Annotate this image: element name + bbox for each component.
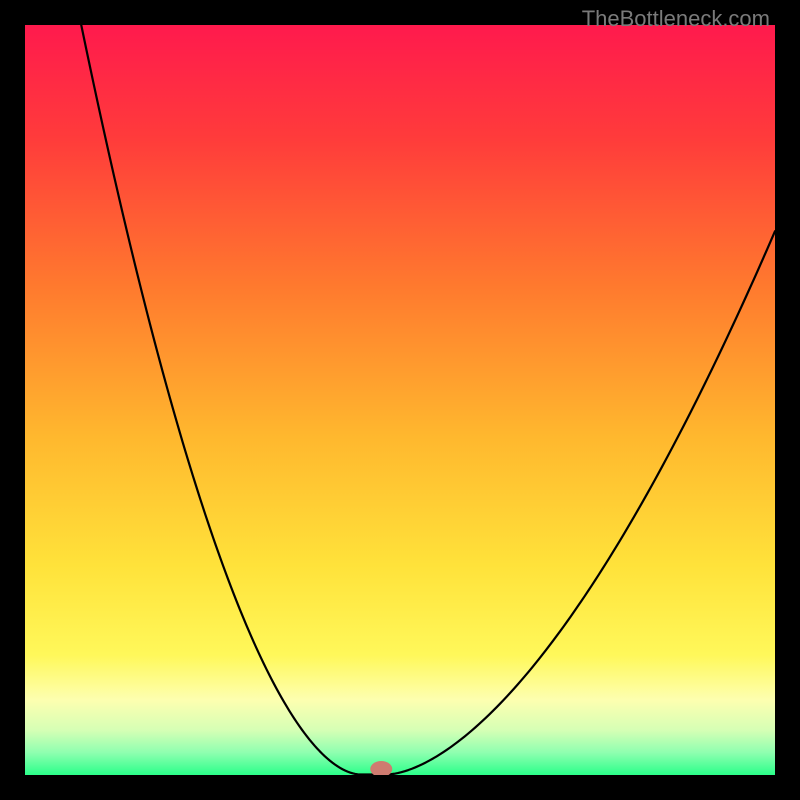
watermark-text: TheBottleneck.com	[582, 6, 770, 32]
bottleneck-curve	[25, 25, 775, 775]
optimal-marker	[370, 761, 392, 775]
plot-area	[25, 25, 775, 775]
